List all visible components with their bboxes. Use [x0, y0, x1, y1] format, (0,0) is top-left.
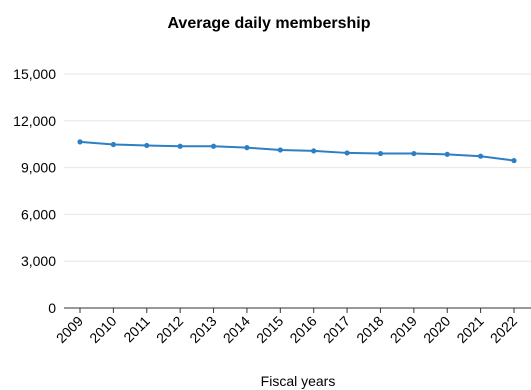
chart-title: Average daily membership	[167, 15, 370, 32]
x-tick-label: 2022	[487, 313, 520, 346]
y-axis-ticks: 0 3,000 6,000 9,000 12,000 15,000	[13, 66, 56, 316]
x-tick-label: 2017	[320, 313, 353, 346]
x-tick-label: 2021	[453, 313, 486, 346]
data-point	[277, 147, 283, 153]
data-point	[344, 150, 350, 156]
y-tick-label: 6,000	[21, 206, 56, 222]
data-point	[144, 142, 150, 149]
x-tick-label: 2020	[420, 313, 453, 346]
data-point	[244, 145, 250, 151]
data-point	[411, 150, 417, 157]
data-point	[511, 157, 517, 164]
data-point	[377, 150, 384, 157]
y-tick-label: 9,000	[21, 160, 56, 176]
data-point	[311, 148, 317, 154]
data-point	[77, 139, 83, 145]
x-tick-label: 2013	[186, 313, 219, 346]
x-tick-label: 2014	[220, 313, 253, 346]
data-point	[177, 143, 183, 149]
x-axis-ticks: 2009 2010 2011 2012 2013 2014 2015 2016 2017 2018…	[53, 308, 520, 346]
series-line	[79, 140, 515, 162]
x-tick-label: 2018	[353, 313, 386, 346]
x-tick-label: 2009	[53, 313, 86, 346]
data-point	[478, 153, 484, 159]
x-axis-label: Fiscal years	[261, 373, 336, 389]
y-gridlines	[64, 73, 531, 262]
x-tick-label: 2019	[387, 313, 420, 346]
series-layer	[77, 139, 517, 164]
x-tick-label: 2015	[253, 313, 286, 346]
x-tick-label: 2012	[153, 313, 186, 346]
data-point	[110, 141, 116, 148]
y-tick-label: 3,000	[21, 253, 56, 269]
y-tick-label: 0	[48, 300, 56, 316]
y-tick-label: 15,000	[13, 66, 56, 82]
data-point	[210, 143, 217, 149]
x-tick-label: 2010	[86, 313, 119, 346]
y-tick-label: 12,000	[13, 113, 56, 129]
x-tick-label: 2016	[286, 313, 319, 346]
data-point	[444, 151, 450, 157]
x-tick-label: 2011	[120, 313, 153, 346]
